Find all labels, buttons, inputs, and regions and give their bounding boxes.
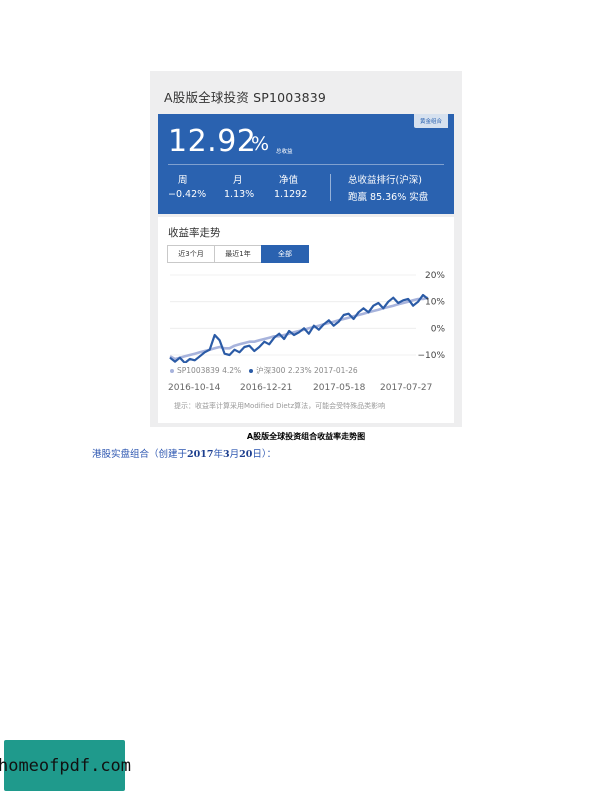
stat-month-label: 月 — [233, 175, 243, 186]
y-tick-label: 0% — [431, 324, 446, 334]
stat-week-label: 周 — [178, 175, 188, 186]
total-return-value: 12.92 — [168, 124, 257, 159]
calculation-note: 提示：收益率计算采用Modified Dietz算法，可能会受特殊品类影响 — [174, 402, 386, 410]
series-line-portfolio — [169, 293, 429, 363]
y-tick-label: 20% — [425, 271, 445, 281]
portfolio-card: A股版全球投资 SP1003839 黄金组合 12.92 % 总收益 周 −0.… — [150, 71, 462, 427]
chart-grid — [170, 274, 416, 356]
intro-prefix: 港股实盘组合（创建于 — [92, 449, 188, 460]
stat-week-value: −0.42% — [168, 189, 207, 200]
total-return-label: 总收益 — [276, 149, 293, 155]
y-tick-label: 10% — [425, 298, 445, 308]
x-tick-label: 2017-07-27 — [380, 383, 432, 393]
stat-month-value: 1.13% — [224, 189, 255, 200]
trend-panel: 收益率走势 近3个月 最近1年 全部 20% 10% 0% −10% SP100383… — [158, 217, 454, 423]
intro-month: 3 — [222, 449, 230, 460]
legend-benchmark: 沪深300 2.23% 2017-01-26 — [256, 366, 358, 375]
rank-label: 总收益排行(沪深) — [348, 175, 422, 186]
portfolio-title: A股版全球投资 SP1003839 — [164, 90, 327, 105]
y-tick-label: −10% — [417, 351, 445, 361]
legend-dot-benchmark — [249, 368, 254, 373]
rank-value: 跑赢 85.36% 实盘 — [348, 192, 429, 203]
stat-separator — [330, 174, 331, 201]
chart-legend: SP1003839 4.2% 沪深300 2.23% 2017-01-26 — [170, 365, 358, 376]
y-tick-labels: 20% 10% 0% −10% — [417, 271, 445, 361]
stat-nav-label: 净值 — [279, 175, 299, 186]
summary-divider — [168, 164, 444, 165]
intro-year: 2017 — [187, 449, 214, 460]
stat-nav-value: 1.1292 — [274, 189, 308, 200]
return-chart: 20% 10% 0% −10% — [169, 271, 445, 363]
total-return-unit: % — [251, 133, 270, 155]
legend-portfolio: SP1003839 4.2% — [177, 366, 242, 375]
intro-suffix: 日）： — [252, 449, 277, 460]
x-tick-label: 2016-12-21 — [240, 383, 292, 393]
tab-all[interactable]: 全部 — [261, 245, 309, 263]
intro-year-unit: 年 — [213, 449, 223, 460]
legend-dot-portfolio — [170, 368, 174, 373]
tab-1-year[interactable]: 最近1年 — [214, 245, 262, 263]
trend-title: 收益率走势 — [168, 227, 221, 239]
x-axis: 2016-10-14 2016-12-21 2017-05-18 2017-07-27 — [168, 383, 432, 393]
portfolio-intro: 港股实盘组合（创建于2017年3月20日）： — [92, 446, 276, 460]
range-tabs: 近3个月 最近1年 全部 — [167, 245, 309, 263]
chart-series — [169, 293, 429, 363]
summary-banner: 黄金组合 12.92 % 总收益 周 −0.42% 月 1.13% 净值 1.1… — [158, 114, 454, 214]
intro-month-unit: 月 — [229, 449, 240, 460]
portfolio-tag: 黄金组合 — [414, 114, 448, 128]
tab-3-months[interactable]: 近3个月 — [167, 245, 215, 263]
figure-caption: A股版全球投资组合收益率走势图 — [246, 432, 366, 441]
x-tick-label: 2016-10-14 — [168, 383, 221, 393]
watermark-logo[interactable]: homeofpdf.com — [0, 740, 131, 791]
x-tick-label: 2017-05-18 — [313, 383, 366, 393]
intro-day: 20 — [239, 449, 253, 460]
x-tick-labels: 2016-10-14 2016-12-21 2017-05-18 2017-07-27 — [168, 383, 432, 393]
